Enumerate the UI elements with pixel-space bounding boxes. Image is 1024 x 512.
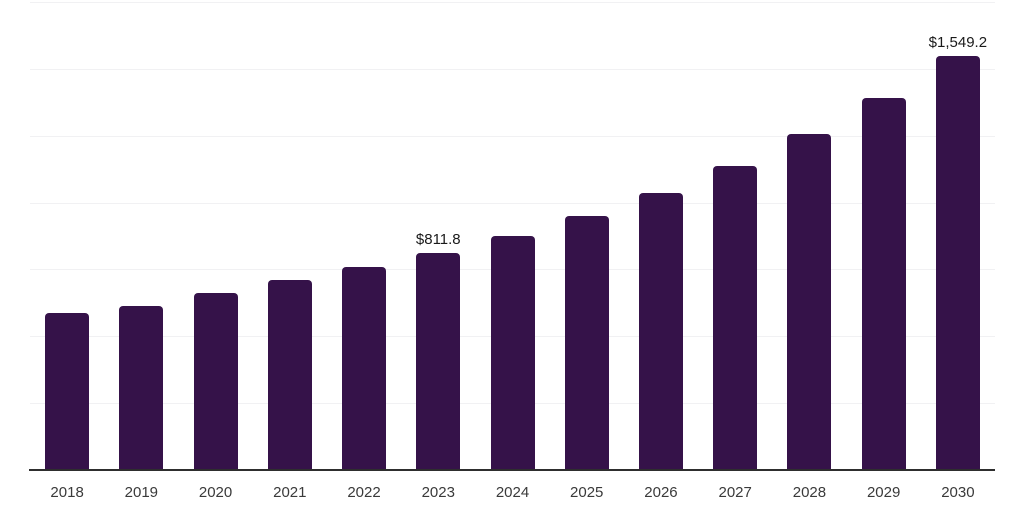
bar-2021 (267, 279, 312, 470)
bar-2024 (490, 236, 535, 470)
bar-2020 (193, 293, 238, 470)
x-tick-2018: 2018 (50, 484, 84, 501)
bar-2027 (713, 165, 758, 470)
data-label-2023: $811.8 (415, 230, 461, 248)
x-tick-2019: 2019 (124, 484, 159, 501)
bar-2026 (638, 193, 683, 470)
x-tick-2024: 2024 (495, 484, 530, 501)
bar-2023 (416, 252, 461, 470)
gridline-1000 (30, 202, 995, 204)
x-tick-2022: 2022 (347, 484, 381, 501)
x-tick-2020: 2020 (198, 484, 233, 501)
x-tick-2030: 2030 (941, 484, 975, 501)
gridline-1500 (30, 68, 995, 70)
gridline-1250 (30, 135, 995, 137)
bar-2018 (45, 312, 90, 470)
data-label-2030: $1,549.2 (928, 33, 988, 51)
x-tick-2029: 2029 (866, 484, 901, 501)
bar-2028 (787, 134, 832, 470)
x-tick-2025: 2025 (570, 484, 604, 501)
bar-2029 (861, 98, 906, 470)
bar-2019 (119, 305, 164, 470)
bar-2025 (564, 216, 609, 470)
x-tick-2026: 2026 (644, 484, 678, 501)
bar-2030 (935, 55, 980, 470)
x-axis: 2018 2019 2020 2021 2022 2023 2024 2025 2026 2027… (0, 484, 1024, 506)
x-tick-2021: 2021 (273, 484, 307, 501)
x-tick-2023: 2023 (421, 484, 455, 501)
bar-2022 (342, 266, 387, 470)
x-tick-2028: 2028 (792, 484, 827, 501)
x-tick-2027: 2027 (718, 484, 752, 501)
gridline-1750 (30, 2, 995, 3)
x-axis-line (29, 469, 995, 471)
